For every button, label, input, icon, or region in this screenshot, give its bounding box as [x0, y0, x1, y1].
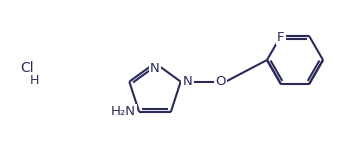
Text: H₂N: H₂N [111, 105, 136, 118]
Text: N: N [183, 75, 193, 88]
Text: F: F [277, 31, 285, 44]
Text: N: N [150, 62, 160, 75]
Text: Cl: Cl [20, 61, 33, 75]
Text: H: H [30, 74, 39, 86]
Text: O: O [215, 75, 226, 88]
